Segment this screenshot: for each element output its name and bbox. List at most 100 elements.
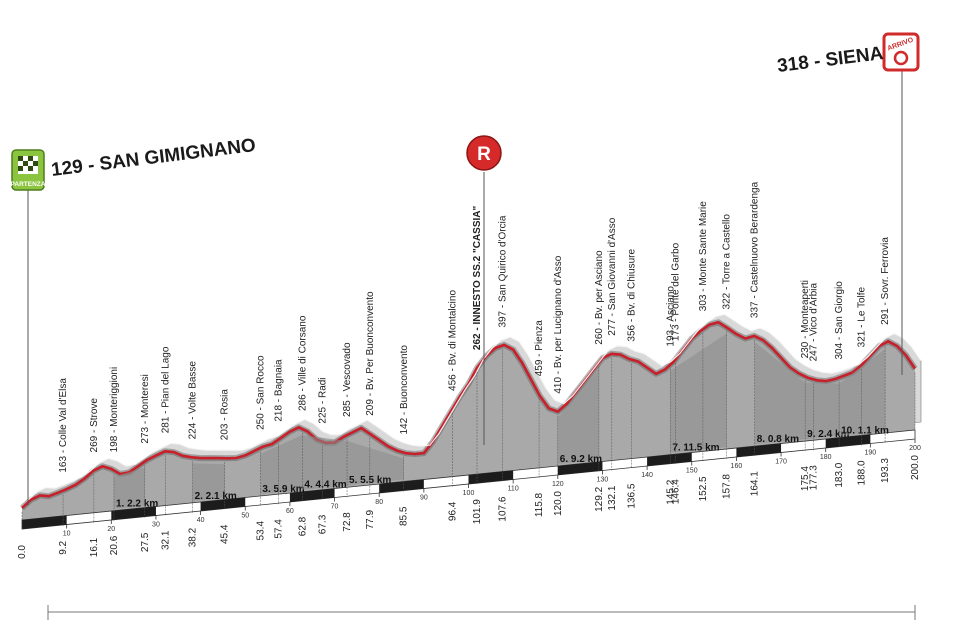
ribbon-segment [289, 488, 335, 502]
km-label: 27.5 [140, 532, 151, 552]
gravel-sector-shading [754, 342, 806, 445]
km-label: 38.2 [188, 527, 199, 547]
km-label: 175.4 [800, 466, 811, 491]
waypoint-label: 303 - Monte Sante Marie [698, 201, 709, 311]
waypoint-label: 304 - San Giorgio [834, 281, 845, 360]
start-town-label: 129 - SAN GIMIGNANO [50, 135, 257, 181]
km-label: 62.8 [297, 516, 308, 536]
gravel-sector-shading [260, 434, 303, 494]
axis-tick-label: 130 [597, 477, 609, 484]
km-label: 136.5 [626, 483, 637, 508]
waypoint-label: 230 - Monteaperti [800, 280, 811, 358]
axis-tick-label: 190 [865, 450, 877, 457]
km-label: 129.2 [594, 486, 605, 511]
waypoint-label: 273 - Monteresi [140, 374, 151, 443]
axis-tick-label: 20 [107, 526, 115, 533]
axis-tick-label: 140 [641, 472, 653, 479]
waypoint-label: 285 - Vescovado [342, 342, 353, 417]
axis-tick-label: 110 [508, 486, 519, 493]
waypoint-label: 225 - Radi [317, 377, 328, 423]
waypoint-label: 262 - INNESTO SS.2 "CASSIA" [472, 205, 483, 350]
gravel-sector-shading [113, 467, 145, 509]
km-label: 77.9 [365, 510, 376, 530]
gravel-sector-label: 8. 0.8 km [757, 434, 799, 445]
finish-town-label: 318 - SIENA [776, 43, 885, 77]
distance-axis: 10 20 30 40 50 60 70 80 90 100 110 120 130 140 150 160 1… [17, 331, 921, 559]
axis-tick-label: 160 [731, 463, 743, 470]
ribbon-segment [557, 461, 603, 475]
gravel-sector-label: 2. 2.1 km [195, 491, 237, 502]
gravel-sector-label: 10. 1.1 km [841, 426, 889, 437]
profile-highlight-line [27, 313, 922, 501]
axis-tick-label: 90 [420, 495, 428, 502]
refuel-icon [466, 135, 502, 171]
km-label: 177.3 [809, 465, 820, 490]
refuel-marker: R [466, 135, 502, 445]
km-label: 67.3 [317, 514, 328, 534]
gravel-sector-shading [839, 348, 886, 436]
waypoint-label: 247 - Vico d'Arbia [809, 283, 820, 362]
gravel-sector-label: 6. 9.2 km [560, 454, 602, 465]
axis-tick-label: 170 [775, 459, 787, 466]
km-label: 53.4 [255, 521, 266, 541]
km-label: 107.6 [497, 496, 508, 521]
axis-tick-label: 70 [331, 504, 339, 511]
km-label: 164.1 [750, 471, 761, 496]
waypoint-label: 286 - Ville di Corsano [297, 315, 308, 411]
waypoint-label: 269 - Strove [89, 398, 100, 453]
gravel-sector-label: 4. 4.4 km [304, 480, 346, 491]
waypoint-labels: 163 - Colle Val d'Elsa 269 - Strove 198 - … [58, 181, 891, 472]
waypoint-label: 277 - San Giovanni d'Asso [607, 217, 618, 336]
axis-tick-label: 100 [463, 490, 475, 497]
km-label: 200.0 [910, 455, 921, 480]
axis-tick-label: 30 [152, 522, 160, 529]
gravel-sector-shading [557, 368, 599, 464]
km-label: 193.3 [880, 458, 891, 483]
axis-tick-label: 50 [241, 513, 249, 520]
km-label: 120.0 [553, 491, 564, 516]
gravel-sector-shading [670, 333, 727, 453]
km-label: 32.1 [160, 530, 171, 550]
km-label: 45.4 [220, 524, 231, 544]
gravel-sector-label: 1. 2.2 km [116, 499, 158, 510]
ribbon-segment [647, 452, 692, 466]
refuel-badge-text: R [477, 144, 491, 165]
axis-tick-label: 10 [63, 531, 71, 538]
ribbon-segment [379, 479, 424, 493]
km-label: 20.6 [109, 535, 120, 555]
waypoint-label: 322 - Torre a Castello [722, 214, 733, 310]
gravel-sector-shading [192, 463, 225, 501]
axis-tick-label: 40 [197, 517, 205, 524]
km-label: 101.9 [472, 499, 483, 524]
gravel-sector-label: 7. 11.5 km [672, 443, 719, 454]
gravel-sector-shading [302, 434, 348, 490]
waypoint-label: 203 - Rosia [220, 389, 231, 441]
waypoint-label: 209 - Bv. Per Buonconvento [365, 291, 376, 416]
axis-tick-label: 150 [686, 468, 698, 475]
km-label: 152.5 [698, 476, 709, 501]
gravel-sector-shading [347, 440, 404, 486]
axis-tick-label: 200 [909, 445, 921, 452]
km-label: 16.1 [89, 537, 100, 557]
waypoint-label: 260 - Bv. per Asciano [594, 250, 605, 345]
waypoint-label: 321 - Le Tolfe [856, 286, 867, 347]
axis-tick-label: 120 [552, 481, 564, 488]
ribbon-segment [736, 443, 782, 457]
km-label: 72.8 [342, 512, 353, 532]
waypoint-label: 218 - Bagnaia [273, 359, 284, 422]
waypoint-label: 193 - Asciano [665, 286, 676, 347]
waypoint-label: 173 - Ponte del Garbo [671, 242, 682, 341]
waypoint-label: 224 - Volte Basse [188, 361, 199, 440]
waypoint-label: 250 - San Rocco [255, 355, 266, 430]
axis-tick-label: 180 [820, 454, 832, 461]
waypoint-label: 456 - Bv. di Montalcino [447, 290, 458, 391]
km-label: 157.8 [722, 474, 733, 499]
axis-tick-label: 80 [375, 499, 383, 506]
gravel-sector-label: 3. 5.9 km [262, 484, 304, 495]
km-label: 132.1 [607, 485, 618, 510]
gravel-sector-label: 5. 5.5 km [349, 475, 391, 486]
waypoint-label: 356 - Bv. di Chiusure [626, 249, 637, 342]
axis-tick-label: 60 [286, 508, 294, 515]
start-badge-text: PARTENZA [11, 181, 46, 188]
